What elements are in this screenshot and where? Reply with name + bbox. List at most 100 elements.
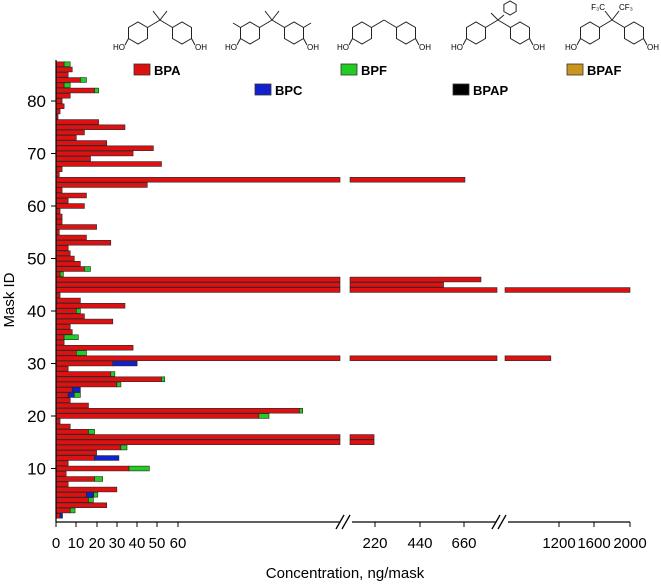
bar-mask-13-bpa [55,450,97,456]
bar-mask-21-bpf [299,408,303,414]
bar-mask-45-bpa [349,282,444,288]
x-tick-label: 1200 [542,535,575,552]
bar-mask-21-bpa [55,408,300,414]
bar-mask-2-bpa [55,507,71,514]
hydroxyl-label-left: HO [451,43,463,52]
bar-mask-78-bpa [55,108,61,115]
bar-mask-34-bpa [55,339,65,346]
bar-mask-30-bpc [112,360,138,367]
bar-mask-79-bpa [55,103,65,109]
bond [303,22,312,28]
bar-mask-65-bpa [55,177,341,183]
legend-swatch-bpaf [566,63,584,76]
bar-mask-82-bpf [94,87,99,94]
bar-mask-82-bpa [55,87,95,94]
bond [159,10,168,21]
hydroxyl-label-right: OH [419,43,431,52]
benzene-ring-right [624,21,644,45]
structure-bpc: HO OH [225,10,319,52]
bar-mask-29-bpa [55,366,69,372]
benzene-ring-left [466,21,486,45]
bond [529,38,534,46]
bar-mask-17-bpf [88,429,95,435]
bar-mask-2-bpf [69,507,76,514]
benzene-ring-left [352,21,372,45]
bar-mask-60-bpa [55,203,85,209]
bar-mask-1-bpc [59,513,63,519]
bar-mask-30-bpa [55,360,114,367]
x-tick-label: 50 [149,535,166,552]
bar-mask-35-bpa [55,334,65,340]
bar-mask-48-bpf [84,266,91,272]
bar-mask-5-bpa [55,492,87,498]
bar-mask-20-bpa [55,413,260,419]
cf3-label-right: CF₃ [619,3,633,12]
bond [191,38,196,46]
bar-mask-31-bpa [55,355,341,361]
bar-mask-37-bpa [55,324,71,330]
y-tick-label: 20 [27,407,46,426]
phenyl-ring [503,0,517,16]
bar-mask-46-bpa [55,276,341,283]
benzene-ring-right [284,21,304,45]
y-tick-label: 40 [27,302,46,321]
bond [611,19,625,28]
bar-mask-12-bpc [94,455,120,461]
bond [371,19,385,28]
bar-mask-35-bpf [63,334,79,340]
bar-mask-69-bpa [55,156,91,162]
legend-swatch-bpap [452,83,470,96]
y-tick-label: 30 [27,355,46,374]
x-tick-label: 60 [170,535,187,552]
y-tick-label: 70 [27,145,46,164]
structure-bpap: HO OH [451,0,545,52]
bar-mask-45-bpa [55,282,341,288]
bar-mask-74-bpa [55,129,85,136]
hydroxyl-label-right: OH [647,43,659,52]
bar-mask-25-bpc [71,387,81,393]
bar-mask-71-bpa [55,145,154,151]
bond [152,10,161,21]
bond [415,38,420,46]
bar-mask-53-bpa [55,240,112,246]
bar-mask-44-bpa [55,287,341,293]
bar-mask-4-bpf [88,497,94,503]
bar-mask-47-bpa [55,271,61,277]
bond [497,14,505,21]
bar-mask-65-bpa [349,177,466,183]
bond [124,38,129,46]
bar-mask-24-bpf [73,392,81,398]
bar-mask-86-bpa [55,66,73,73]
y-tick-label: 60 [27,197,46,216]
bond [604,10,613,21]
bar-mask-26-bpa [55,381,118,388]
bar-mask-31-bpa [349,355,498,361]
x-tick-label: 0 [52,535,60,552]
bar-mask-32-bpa [55,350,77,356]
axes: 0 10 20 30 40 50 60 220 440 660 1200 1600 2000102030… [27,60,647,552]
legend-swatch-bpc [254,83,272,96]
bar-mask-83-bpa [55,82,65,88]
hydroxyl-label-left: HO [113,43,125,52]
bar-mask-40-bpf [75,308,81,314]
bar-mask-26-bpf [116,381,122,388]
hydroxyl-label-right: OH [533,43,545,52]
bond [264,10,273,21]
x-tick-label: 10 [68,535,85,552]
bond [383,19,397,28]
hydroxyl-label-left: HO [337,43,349,52]
bar-mask-16-bpa [55,434,341,440]
axis-break-mark [335,514,345,530]
bar-mask-15-bpa [55,439,341,445]
bar-mask-84-bpf [80,77,87,83]
benzene-ring-right [396,21,416,45]
legend-label-bpap: BPAP [473,83,508,98]
bond [159,19,173,28]
bar-mask-24-bpc [67,392,75,398]
structure-bpa: HO OH [113,10,207,52]
benzene-ring-left [580,21,600,45]
bond [271,19,285,28]
x-tick-label: 2000 [613,535,646,552]
bar-mask-22-bpa [55,402,89,409]
